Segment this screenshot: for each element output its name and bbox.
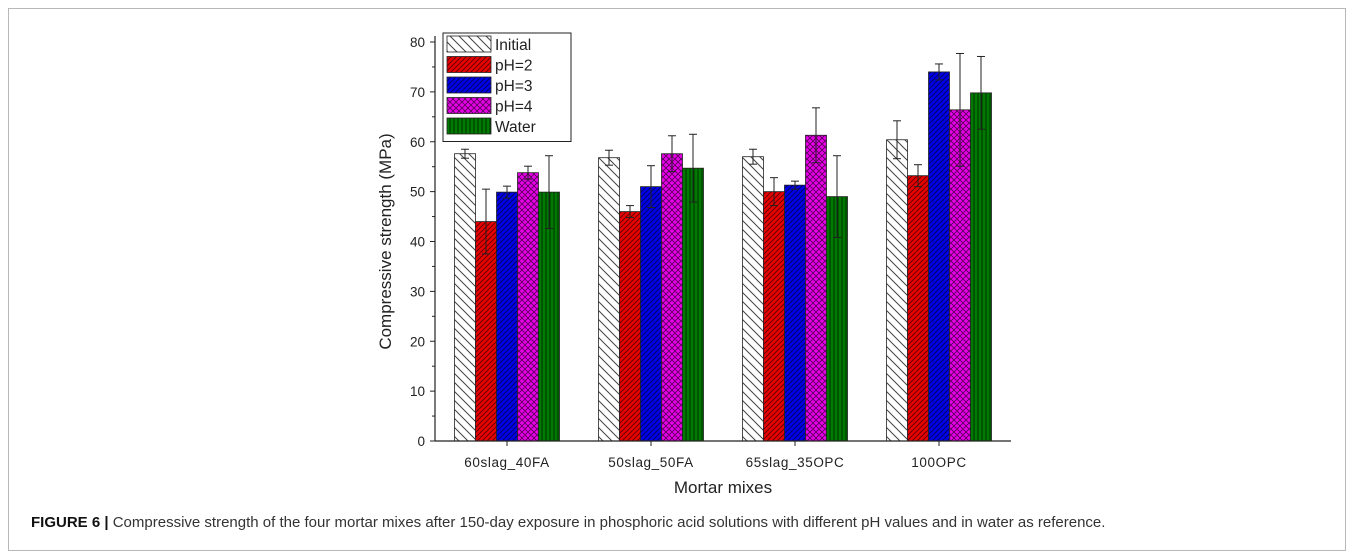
- bar-water-1: [538, 191, 560, 442]
- bar-water-2: [682, 167, 704, 442]
- legend-label-ph3: pH=3: [495, 78, 533, 95]
- bar-water-4: [970, 92, 992, 442]
- x-tick-label: 50slag_50FA: [608, 455, 693, 470]
- y-tick-label: 20: [410, 334, 425, 349]
- y-tick-label: 80: [410, 35, 425, 50]
- bar-initial-1: [454, 153, 476, 442]
- bar-ph4-2: [661, 153, 683, 442]
- y-tick-label: 10: [410, 384, 425, 399]
- legend-swatch-ph2: [446, 56, 492, 73]
- figure-frame: 60slag_40FA 50slag_50FA 65slag_35OPC 100OPC…: [8, 8, 1346, 551]
- legend-swatch-ph3: [446, 76, 492, 94]
- bar-initial-4: [886, 139, 908, 442]
- bar-initial-2: [598, 157, 620, 442]
- legend-swatch-water: [446, 117, 492, 135]
- bar-ph4-3: [805, 134, 827, 442]
- bar-initial-3: [742, 156, 764, 442]
- legend-label-initial: Initial: [495, 37, 531, 54]
- bar-ph3-2: [640, 186, 662, 442]
- bar-ph2-2: [619, 211, 641, 442]
- caption-label: FIGURE 6 |: [31, 514, 109, 531]
- bar-ph3-1: [496, 191, 518, 442]
- legend-swatch-initial: [446, 35, 492, 53]
- bar-ph2-3: [763, 191, 785, 442]
- bar-ph2-4: [907, 175, 929, 442]
- y-tick-label: 60: [410, 135, 425, 150]
- figure-caption: FIGURE 6 | Compressive strength of the f…: [31, 514, 1331, 531]
- legend-label-ph4: pH=4: [495, 99, 533, 116]
- x-axis-title: Mortar mixes: [674, 478, 772, 497]
- legend-label-ph2: pH=2: [495, 58, 533, 75]
- bar-ph3-3: [784, 184, 806, 442]
- legend-swatch-ph4: [446, 97, 492, 114]
- x-tick-label: 100OPC: [911, 455, 966, 470]
- bar-ph4-1: [517, 172, 539, 442]
- bar-ph3-4: [928, 71, 950, 442]
- y-tick-label: 0: [417, 434, 425, 449]
- legend-label-water: Water: [495, 119, 536, 136]
- y-tick-label: 40: [410, 235, 425, 250]
- x-tick-label: 60slag_40FA: [464, 455, 549, 470]
- y-tick-label: 50: [410, 185, 425, 200]
- caption-text: Compressive strength of the four mortar …: [108, 514, 1106, 531]
- y-tick-label: 70: [410, 85, 425, 100]
- bar-chart: 60slag_40FA 50slag_50FA 65slag_35OPC 100OPC…: [376, 32, 1011, 497]
- y-axis-title: Compressive strength (MPa): [376, 133, 395, 349]
- x-tick-label: 65slag_35OPC: [746, 455, 845, 470]
- y-tick-label: 30: [410, 284, 425, 299]
